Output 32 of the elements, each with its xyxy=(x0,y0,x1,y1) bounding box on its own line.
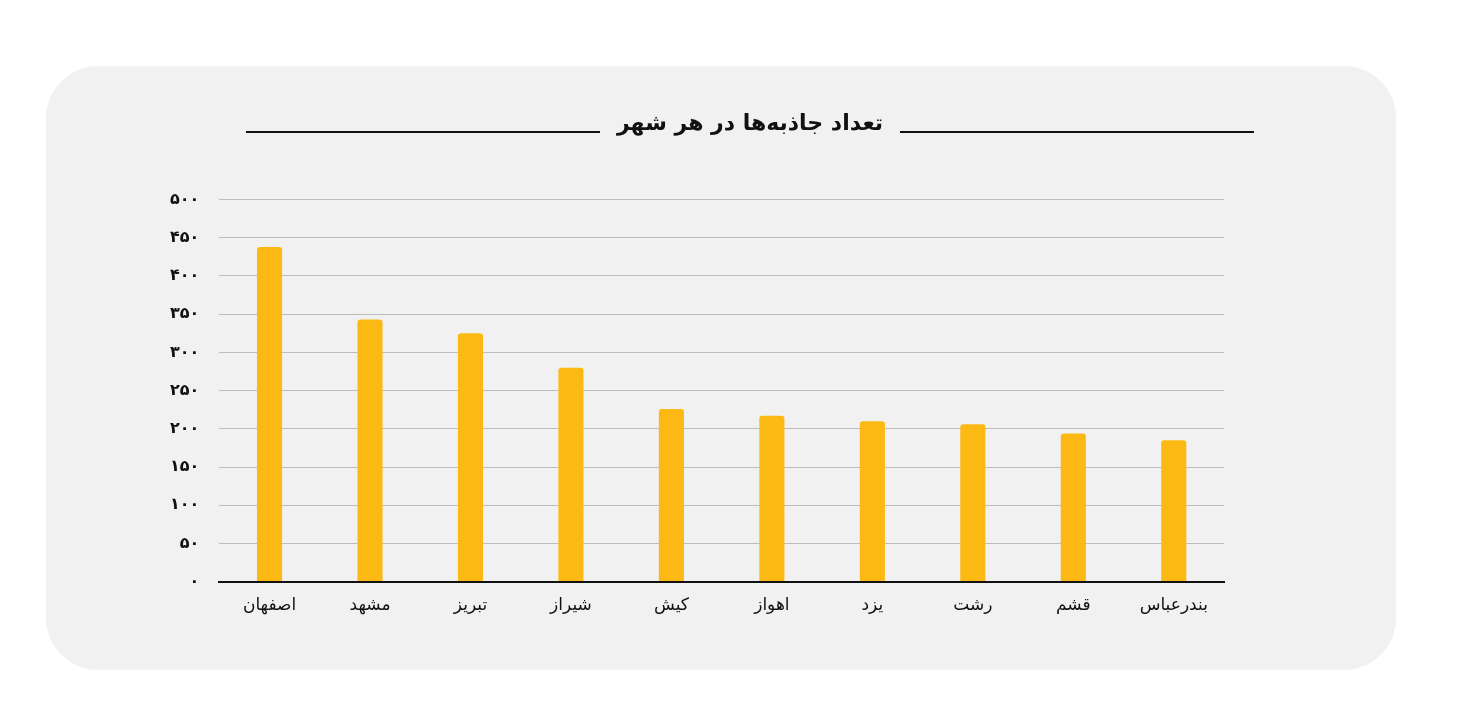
bar xyxy=(357,319,383,582)
y-tick-label: ۴۰۰ xyxy=(170,265,200,285)
bar xyxy=(658,408,684,582)
y-tick-label: ۵۰ xyxy=(179,532,200,552)
y-tick-label: ۵۰۰ xyxy=(170,188,200,208)
y-tick-label: ۴۵۰ xyxy=(170,226,200,246)
bar xyxy=(457,333,484,582)
bar xyxy=(558,367,584,582)
x-tick-label: رشت xyxy=(953,594,993,615)
y-tick-label: ۳۰۰ xyxy=(170,341,200,361)
bar xyxy=(859,421,885,582)
y-tick-label: ۲۵۰ xyxy=(170,379,200,399)
y-tick-label: ۱۵۰ xyxy=(170,456,200,476)
x-tick-label: مشهد xyxy=(349,594,391,616)
bar xyxy=(256,246,283,582)
x-tick-label: قشم xyxy=(1055,594,1091,616)
x-tick-label: اهواز xyxy=(753,594,790,615)
chart-title: تعداد جاذبه‌ها در هر شهر xyxy=(615,110,885,135)
x-tick-label: اصفهان xyxy=(242,594,297,616)
y-tick-label: ۳۵۰ xyxy=(170,303,200,323)
y-tick-label: ۰ xyxy=(189,570,200,590)
x-tick-label: یزد xyxy=(861,594,884,615)
x-tick-label: بندرعباس xyxy=(1139,594,1208,615)
bar xyxy=(960,424,986,582)
x-tick-label: شیراز xyxy=(549,594,592,615)
bar xyxy=(1060,433,1086,582)
y-tick-label: ۲۰۰ xyxy=(170,417,200,437)
x-tick-label: تبریز xyxy=(452,594,488,615)
bar xyxy=(759,415,785,582)
x-tick-label: کیش xyxy=(653,594,690,615)
y-tick-label: ۱۰۰ xyxy=(170,494,200,514)
bar xyxy=(1161,440,1187,582)
